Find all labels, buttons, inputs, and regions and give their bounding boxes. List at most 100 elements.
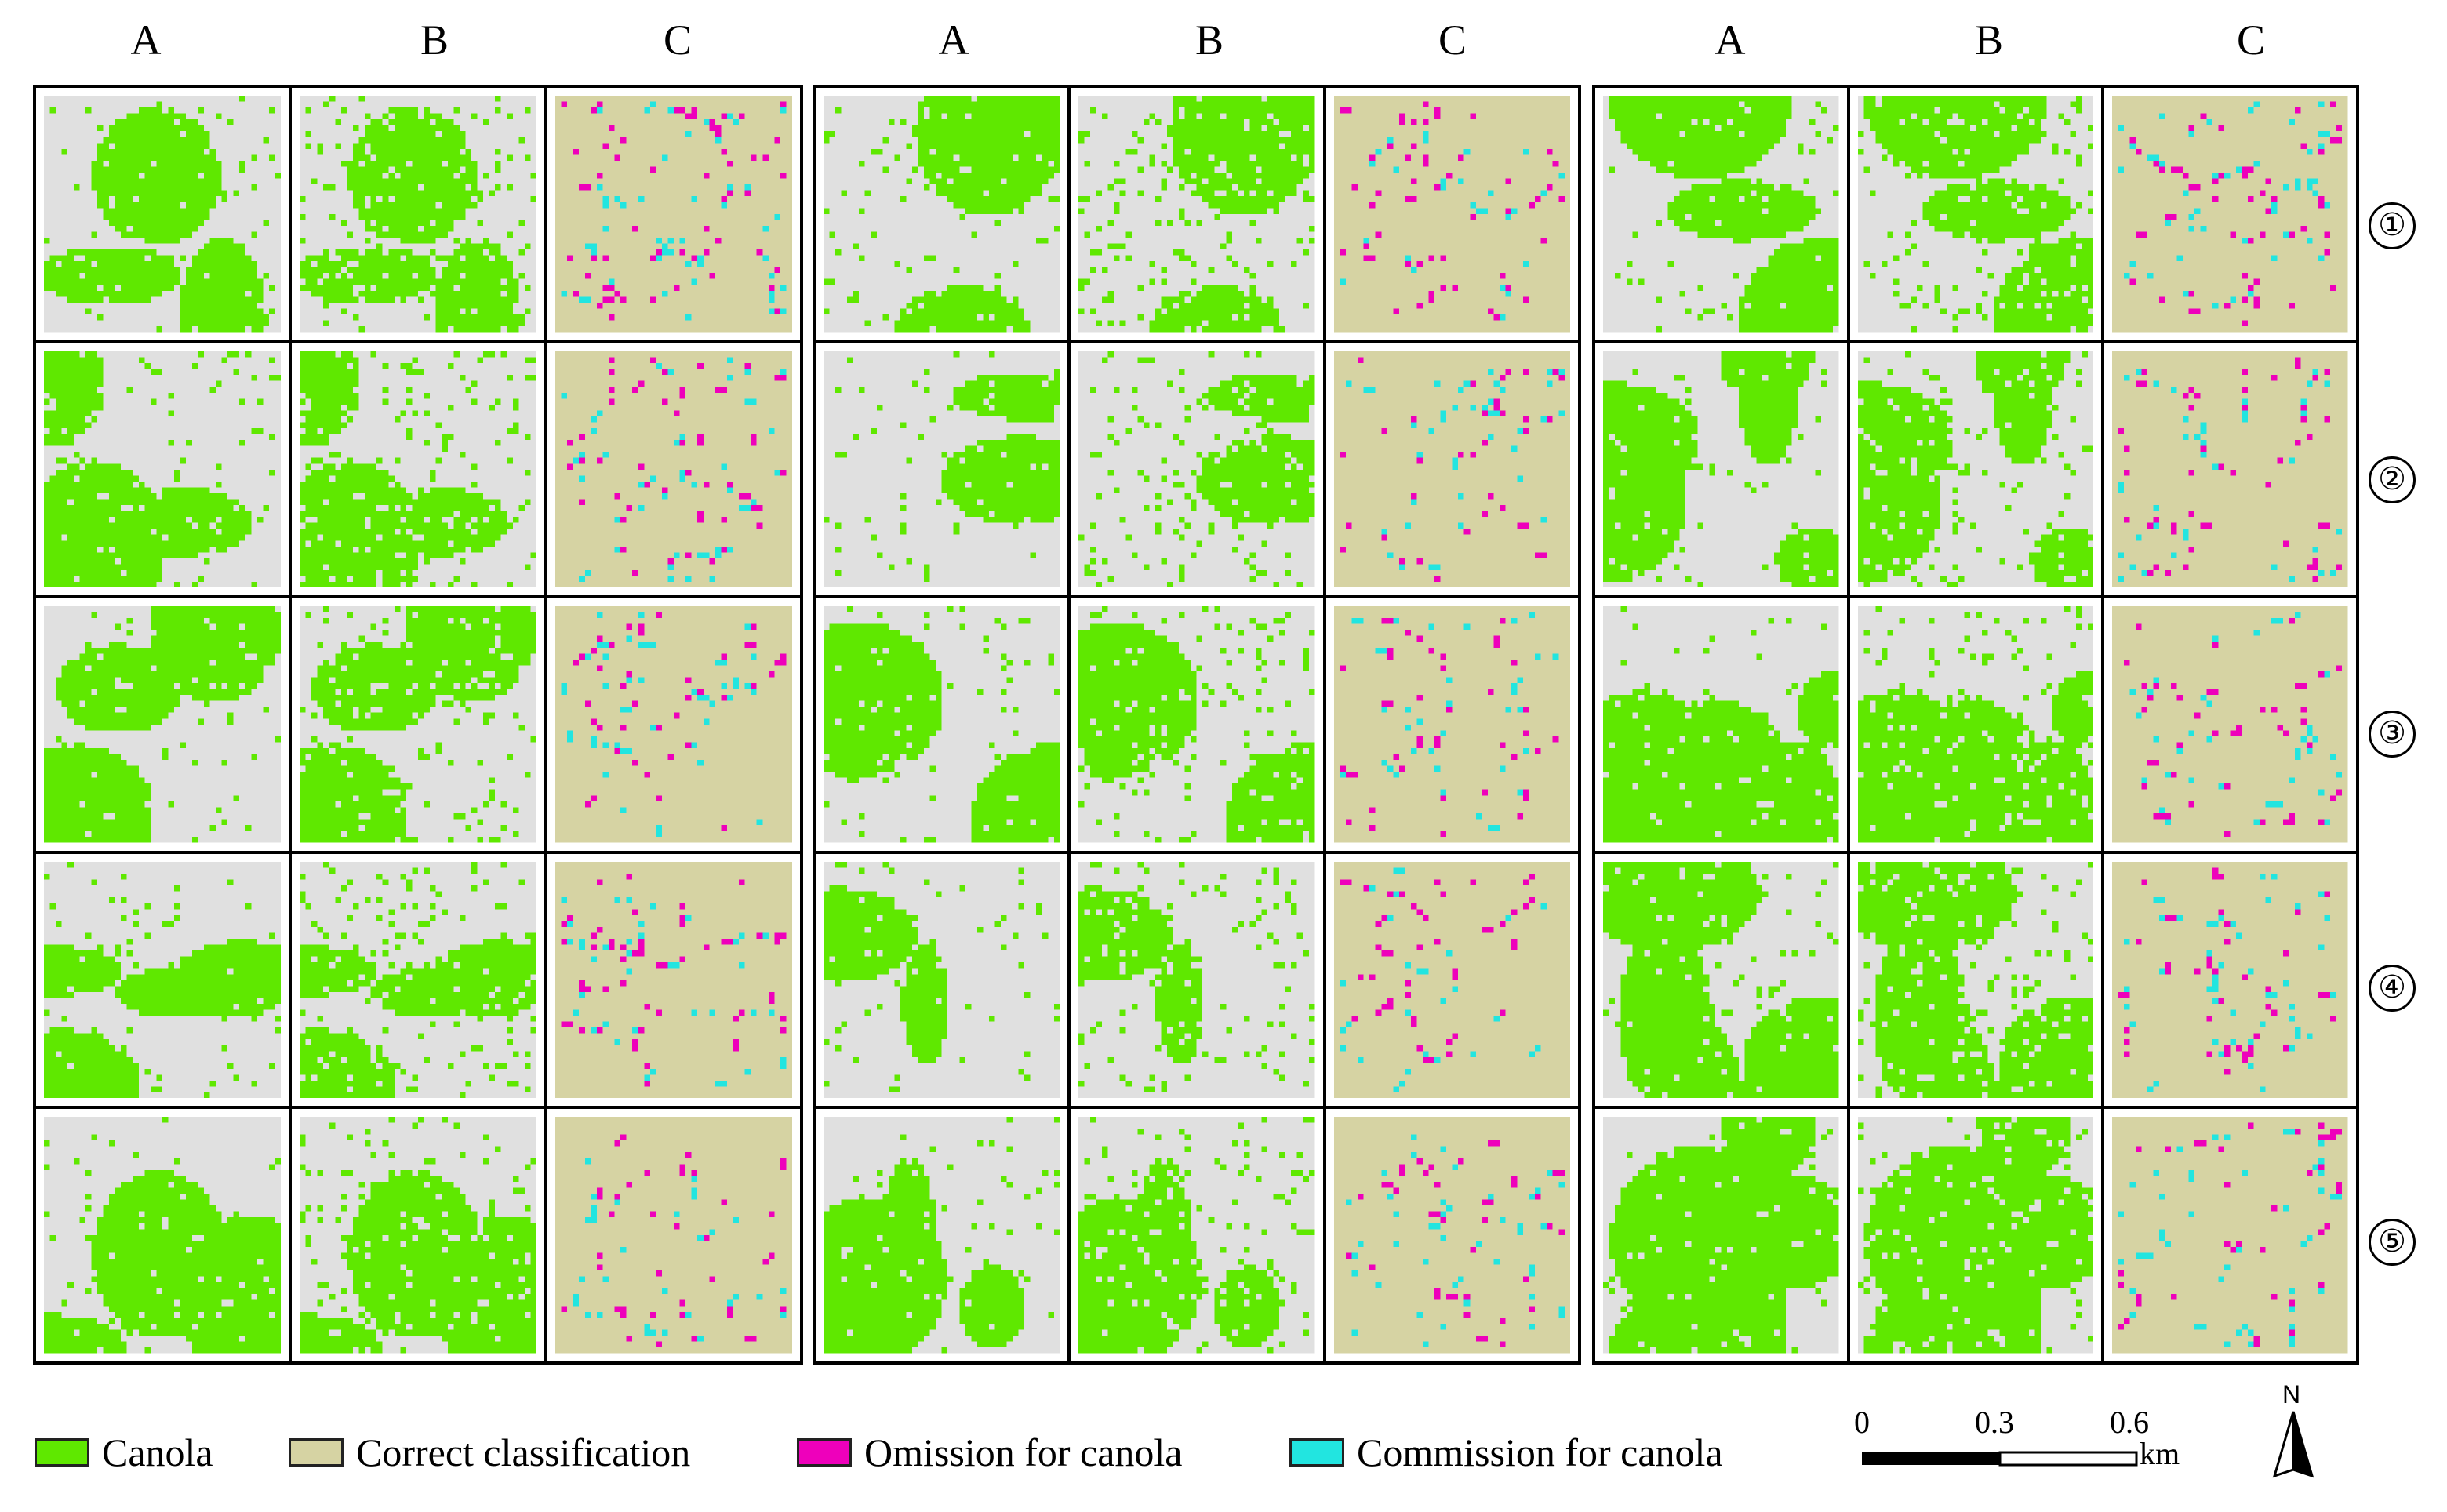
legend-label-correct: Correct classification xyxy=(356,1430,691,1474)
map-tile-1-row1-A xyxy=(36,88,289,340)
map-tile-2-row1-A xyxy=(816,88,1068,340)
classification-map xyxy=(44,861,281,1099)
map-tile-2-row3-B xyxy=(1071,598,1323,851)
classification-map xyxy=(555,861,792,1099)
classification-map xyxy=(300,96,536,333)
map-grid-1 xyxy=(36,88,800,1361)
classification-map xyxy=(1603,861,1839,1099)
scale-unit: km xyxy=(2140,1436,2180,1471)
legend-swatch-canola xyxy=(35,1438,89,1467)
col-header-A-2: A xyxy=(938,16,969,64)
map-tile-3-row3-A xyxy=(1595,598,1847,851)
classification-map xyxy=(1857,351,2094,588)
map-tile-2-row4-C xyxy=(1325,853,1578,1107)
legend-correct: Correct classification xyxy=(289,1429,690,1476)
classification-map xyxy=(2112,606,2348,843)
row-number-1: ① xyxy=(2369,202,2416,249)
scale-tick-0.6: 0.6 xyxy=(2110,1405,2149,1440)
map-tile-1-row1-C xyxy=(547,88,800,340)
classification-map xyxy=(44,96,281,333)
map-grid-3 xyxy=(1595,88,2356,1361)
classification-map xyxy=(2112,96,2348,333)
classification-map xyxy=(1857,1117,2094,1354)
classification-map xyxy=(1333,351,1570,588)
classification-map xyxy=(1333,96,1570,333)
map-grid-2 xyxy=(816,88,1578,1361)
map-tile-3-row4-B xyxy=(1849,853,2102,1107)
legend-label-omission: Omission for canola xyxy=(864,1430,1183,1474)
row-number-4: ④ xyxy=(2369,965,2416,1012)
map-tile-2-row3-C xyxy=(1325,598,1578,851)
map-tile-1-row2-C xyxy=(547,343,800,596)
map-tile-3-row3-B xyxy=(1849,598,2102,851)
classification-map xyxy=(555,606,792,843)
scale-bar-empty xyxy=(1998,1451,2138,1467)
map-group-3 xyxy=(1592,85,2359,1365)
scale-bar-filled xyxy=(1862,1452,2000,1465)
classification-map xyxy=(300,606,536,843)
row-number-5: ⑤ xyxy=(2369,1219,2416,1266)
legend-label-canola: Canola xyxy=(102,1430,213,1474)
map-tile-3-row5-B xyxy=(1849,1109,2102,1361)
classification-map xyxy=(1603,1117,1839,1354)
classification-map xyxy=(2112,1117,2348,1354)
classification-map xyxy=(2112,861,2348,1099)
map-tile-3-row3-C xyxy=(2104,598,2356,851)
col-header-C-3: C xyxy=(2236,16,2266,64)
map-tile-2-row2-A xyxy=(816,343,1068,596)
col-header-B-1: B xyxy=(420,16,449,64)
legend-swatch-correct xyxy=(289,1438,344,1467)
map-tile-3-row1-C xyxy=(2104,88,2356,340)
classification-map xyxy=(1603,96,1839,333)
legend-label-commission: Commission for canola xyxy=(1357,1430,1723,1474)
legend-swatch-commission xyxy=(1289,1438,1344,1467)
map-tile-3-row5-C xyxy=(2104,1109,2356,1361)
map-tile-2-row1-B xyxy=(1071,88,1323,340)
map-tile-2-row5-A xyxy=(816,1109,1068,1361)
classification-map xyxy=(824,96,1060,333)
map-tile-1-row2-A xyxy=(36,343,289,596)
classification-map xyxy=(824,861,1060,1099)
map-tile-1-row1-B xyxy=(292,88,544,340)
classification-map xyxy=(1333,1117,1570,1354)
map-tile-2-row1-C xyxy=(1325,88,1578,340)
north-label: N xyxy=(2282,1380,2301,1408)
classification-map xyxy=(1078,606,1315,843)
map-tile-3-row2-C xyxy=(2104,343,2356,596)
map-tile-1-row5-C xyxy=(547,1109,800,1361)
classification-map xyxy=(1078,96,1315,333)
classification-map xyxy=(1078,1117,1315,1354)
map-tile-1-row4-A xyxy=(36,853,289,1107)
map-tile-2-row4-A xyxy=(816,853,1068,1107)
classification-map xyxy=(555,351,792,588)
col-header-C-2: C xyxy=(1438,16,1467,64)
classification-map xyxy=(555,1117,792,1354)
classification-map xyxy=(824,606,1060,843)
classification-map xyxy=(44,1117,281,1354)
scale-bar xyxy=(1862,1451,2138,1467)
map-tile-1-row2-B xyxy=(292,343,544,596)
map-tile-1-row5-A xyxy=(36,1109,289,1361)
map-tile-3-row5-A xyxy=(1595,1109,1847,1361)
scale-tick-0.3: 0.3 xyxy=(1975,1405,2014,1440)
classification-map xyxy=(1603,606,1839,843)
classification-map xyxy=(1857,96,2094,333)
col-header-A-1: A xyxy=(130,16,162,64)
classification-map xyxy=(300,861,536,1099)
map-tile-2-row5-B xyxy=(1071,1109,1323,1361)
col-header-B-3: B xyxy=(1974,16,2004,64)
classification-map xyxy=(44,351,281,588)
map-tile-3-row2-A xyxy=(1595,343,1847,596)
map-tile-3-row1-B xyxy=(1849,88,2102,340)
map-tile-1-row4-C xyxy=(547,853,800,1107)
scale-tick-0: 0 xyxy=(1854,1405,1870,1440)
classification-map xyxy=(1603,351,1839,588)
col-header-C-1: C xyxy=(663,16,693,64)
legend-commission: Commission for canola xyxy=(1289,1429,1723,1476)
map-tile-3-row2-B xyxy=(1849,343,2102,596)
row-number-2: ② xyxy=(2369,456,2416,503)
classification-map xyxy=(300,351,536,588)
classification-map xyxy=(1078,351,1315,588)
classification-map xyxy=(44,606,281,843)
classification-map xyxy=(555,96,792,333)
